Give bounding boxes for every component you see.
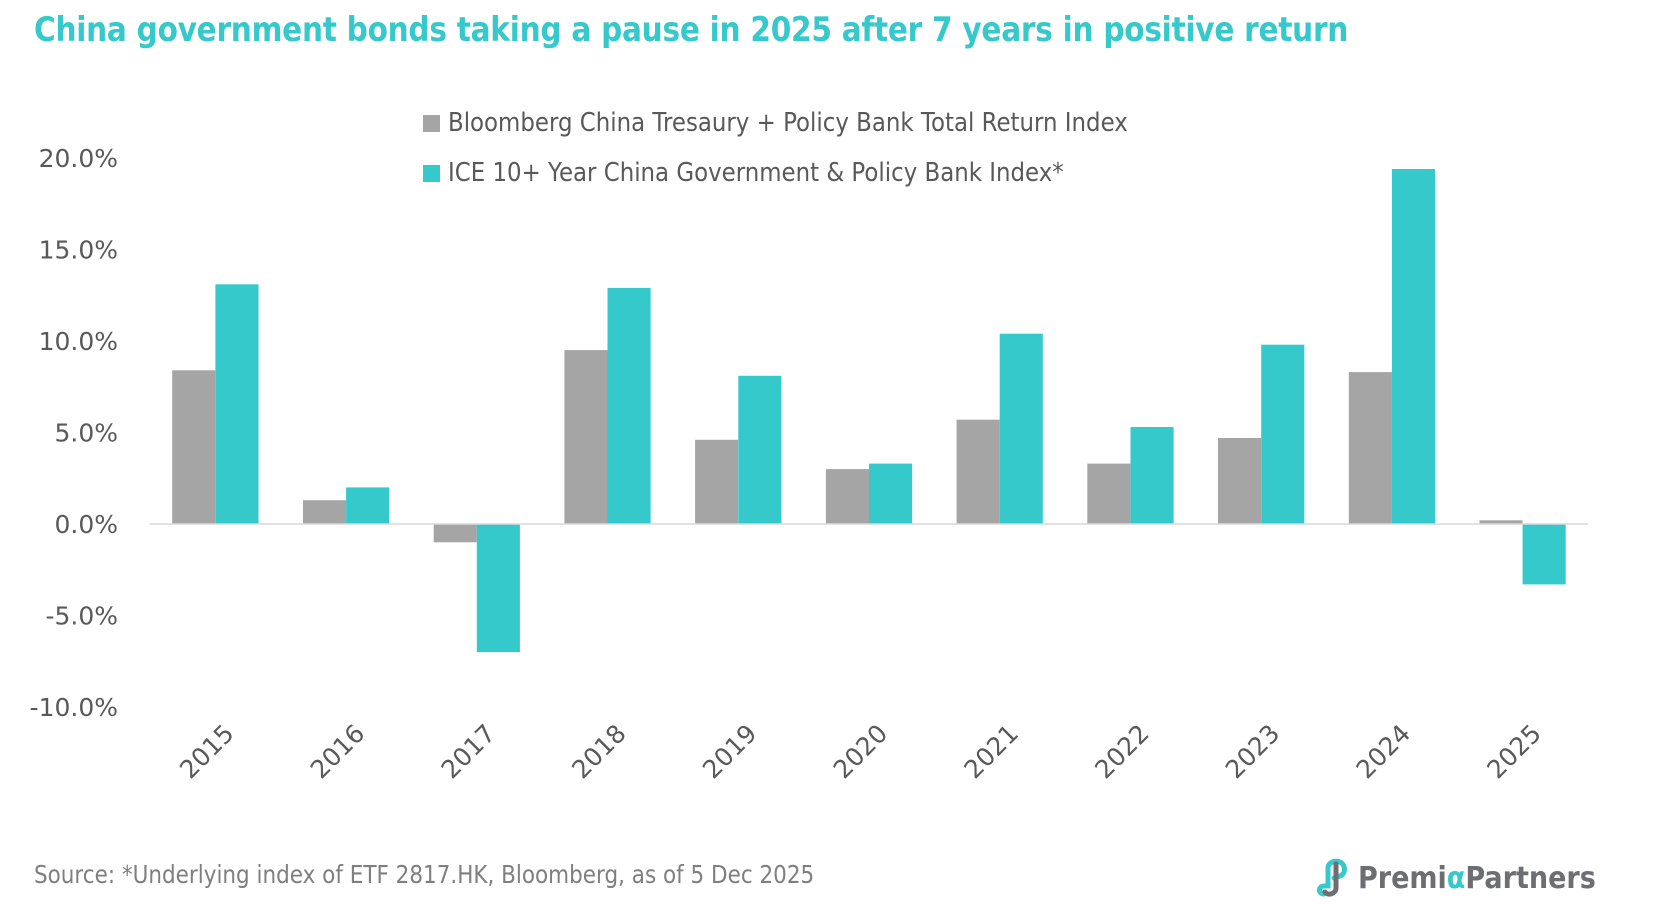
bar-ice-2022 xyxy=(1130,427,1174,524)
x-tick-label: 2018 xyxy=(566,719,631,784)
legend: Bloomberg China Tresaury + Policy Bank T… xyxy=(423,98,1220,198)
bar-ice-2015 xyxy=(215,284,259,524)
chart-title: China government bonds taking a pause in… xyxy=(34,10,1349,50)
bar-ice-2017 xyxy=(476,524,520,653)
y-axis: 20.0% 15.0% 10.0% 5.0% 0.0% -5.0% -10.0% xyxy=(30,144,118,722)
x-axis: 2015 2016 2017 2018 2019 2020 2021 2022 2023 2024… xyxy=(174,719,1547,784)
x-tick-label: 2016 xyxy=(305,719,370,784)
y-tick-label: 0.0% xyxy=(54,510,118,539)
premia-logo-icon xyxy=(1317,858,1347,897)
x-tick-label: 2017 xyxy=(436,719,501,784)
bar-ice-2021 xyxy=(999,333,1043,524)
x-tick-label: 2023 xyxy=(1220,719,1285,784)
bar-bloomberg-2015 xyxy=(172,370,216,524)
bar-bloomberg-2020 xyxy=(825,469,869,524)
x-tick-label: 2020 xyxy=(828,719,893,784)
bar-bloomberg-2021 xyxy=(956,419,1000,524)
x-tick-label: 2019 xyxy=(697,719,762,784)
bars xyxy=(172,169,1566,653)
y-tick-label: 20.0% xyxy=(39,144,118,173)
x-tick-label: 2024 xyxy=(1351,719,1416,784)
bar-ice-2016 xyxy=(346,487,390,524)
bar-bloomberg-2024 xyxy=(1348,372,1392,524)
bar-bloomberg-2016 xyxy=(303,500,347,524)
logo-text-prefix: Premi xyxy=(1358,860,1447,896)
bar-ice-2025 xyxy=(1522,524,1566,585)
bar-ice-2018 xyxy=(607,287,651,524)
y-tick-label: 15.0% xyxy=(39,236,118,265)
bar-bloomberg-2017 xyxy=(433,524,477,543)
y-tick-label: 5.0% xyxy=(54,419,118,448)
y-tick-label: -10.0% xyxy=(30,693,118,722)
bar-bloomberg-2022 xyxy=(1087,463,1131,524)
logo-text: PremiαPartners xyxy=(1358,861,1596,896)
legend-swatch-bloomberg xyxy=(423,114,440,132)
x-tick-label: 2025 xyxy=(1481,719,1546,784)
x-tick-label: 2021 xyxy=(958,719,1023,784)
y-tick-label: -5.0% xyxy=(45,602,118,631)
y-tick-label: 10.0% xyxy=(39,327,118,356)
legend-label-ice: ICE 10+ Year China Government & Policy B… xyxy=(448,158,1064,188)
bar-bloomberg-2023 xyxy=(1218,438,1262,524)
x-tick-label: 2015 xyxy=(174,719,239,784)
bar-bloomberg-2019 xyxy=(695,439,739,524)
logo-text-alpha: α xyxy=(1446,860,1466,896)
bar-bloomberg-2018 xyxy=(564,350,608,524)
logo-text-suffix: Partners xyxy=(1465,860,1596,896)
legend-item-ice: ICE 10+ Year China Government & Policy B… xyxy=(423,148,1220,198)
bar-ice-2020 xyxy=(869,463,913,524)
legend-label-bloomberg: Bloomberg China Tresaury + Policy Bank T… xyxy=(448,108,1128,138)
legend-item-bloomberg: Bloomberg China Tresaury + Policy Bank T… xyxy=(423,98,1220,148)
legend-swatch-ice xyxy=(423,164,440,182)
x-tick-label: 2022 xyxy=(1089,719,1154,784)
bar-ice-2023 xyxy=(1261,344,1305,524)
source-note: Source: *Underlying index of ETF 2817.HK… xyxy=(34,860,815,889)
bar-ice-2024 xyxy=(1391,169,1435,524)
bar-ice-2019 xyxy=(738,375,782,524)
bar-bloomberg-2025 xyxy=(1479,520,1523,524)
premia-partners-logo: PremiαPartners xyxy=(1316,858,1622,898)
